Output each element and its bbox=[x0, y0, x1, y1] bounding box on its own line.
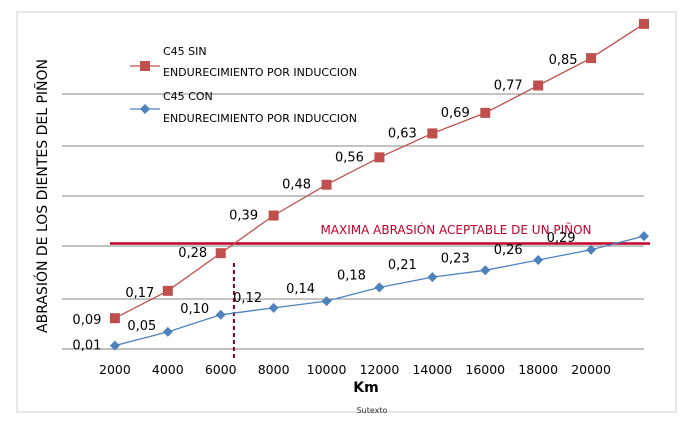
data-label: 0,77 bbox=[494, 78, 523, 93]
data-point bbox=[533, 80, 544, 91]
threshold-label: MAXIMA ABRASIÓN ACEPTABLE DE UN PIÑON bbox=[320, 222, 591, 237]
legend-marker bbox=[140, 104, 150, 114]
data-label: 0,28 bbox=[178, 246, 207, 261]
x-tick-label: 14000 bbox=[412, 362, 452, 377]
data-label: 0,18 bbox=[337, 268, 366, 283]
threshold-group: MAXIMA ABRASIÓN ACEPTABLE DE UN PIÑON bbox=[110, 222, 650, 360]
data-label: 0,29 bbox=[547, 231, 576, 246]
x-tick-label: 4000 bbox=[152, 362, 184, 377]
x-tick-label: 16000 bbox=[465, 362, 505, 377]
data-label: 0,01 bbox=[72, 339, 101, 354]
data-label: 0,09 bbox=[72, 313, 101, 328]
x-tick-labels: 2000 4000 6000 8000 10000 12000 14000 16000 1800… bbox=[99, 362, 611, 377]
data-point bbox=[321, 179, 332, 190]
data-point bbox=[374, 282, 385, 293]
data-point bbox=[639, 231, 649, 242]
data-point bbox=[586, 244, 597, 255]
data-label: 0,69 bbox=[441, 106, 470, 121]
data-label: 0,12 bbox=[233, 291, 262, 306]
x-tick-label: 2000 bbox=[99, 362, 131, 377]
legend-label: C45 SIN bbox=[163, 45, 207, 58]
legend-label: ENDURECIMIENTO POR INDUCCION bbox=[163, 66, 357, 79]
data-point bbox=[321, 296, 332, 307]
data-point bbox=[268, 302, 279, 313]
data-label: 0,10 bbox=[180, 302, 209, 317]
data-point bbox=[427, 272, 438, 283]
data-point bbox=[533, 255, 544, 266]
data-label: 0,48 bbox=[282, 178, 311, 193]
data-point bbox=[480, 265, 491, 276]
data-point bbox=[586, 53, 597, 64]
data-label: 0,23 bbox=[441, 251, 470, 266]
data-label: 0,14 bbox=[286, 282, 315, 297]
data-label: 0,17 bbox=[125, 286, 154, 301]
data-point bbox=[162, 285, 173, 296]
data-point bbox=[215, 248, 226, 259]
data-point bbox=[374, 152, 385, 163]
x-tick-label: 20000 bbox=[571, 362, 611, 377]
x-tick-label: 18000 bbox=[518, 362, 558, 377]
series-group bbox=[109, 18, 649, 351]
data-label: 0,26 bbox=[494, 243, 523, 258]
y-axis-title: ABRASIÓN DE LOS DIENTES DEL PIÑON bbox=[33, 59, 51, 333]
x-tick-label: 6000 bbox=[205, 362, 237, 377]
data-label: 0,85 bbox=[549, 53, 578, 68]
data-label: 0,21 bbox=[388, 258, 417, 273]
chart-border bbox=[16, 11, 677, 413]
chart-caption: Sutexto bbox=[357, 406, 388, 415]
data-label-group: 0,09 0,17 0,28 0,39 0,48 0,56 0,63 0,69 0,77 0,85… bbox=[72, 53, 577, 353]
data-point bbox=[109, 340, 120, 351]
data-point bbox=[639, 18, 649, 29]
gridlines bbox=[62, 93, 644, 350]
legend-marker bbox=[140, 61, 150, 71]
data-label: 0,63 bbox=[388, 126, 417, 141]
data-point bbox=[427, 128, 438, 139]
data-label: 0,56 bbox=[335, 150, 364, 165]
data-point bbox=[162, 326, 173, 337]
legend-label: ENDURECIMIENTO POR INDUCCION bbox=[163, 112, 357, 125]
legend: C45 SIN ENDURECIMIENTO POR INDUCCION C45 C… bbox=[130, 45, 357, 125]
x-tick-label: 8000 bbox=[258, 362, 290, 377]
data-point bbox=[215, 309, 226, 320]
data-label: 0,39 bbox=[229, 209, 258, 224]
data-point bbox=[109, 313, 120, 324]
data-label: 0,05 bbox=[127, 319, 156, 334]
x-tick-label: 10000 bbox=[307, 362, 347, 377]
data-point bbox=[480, 107, 491, 118]
data-point bbox=[268, 210, 279, 221]
x-axis-title: Km bbox=[353, 380, 378, 396]
legend-label: C45 CON bbox=[163, 90, 213, 103]
x-tick-label: 12000 bbox=[360, 362, 400, 377]
